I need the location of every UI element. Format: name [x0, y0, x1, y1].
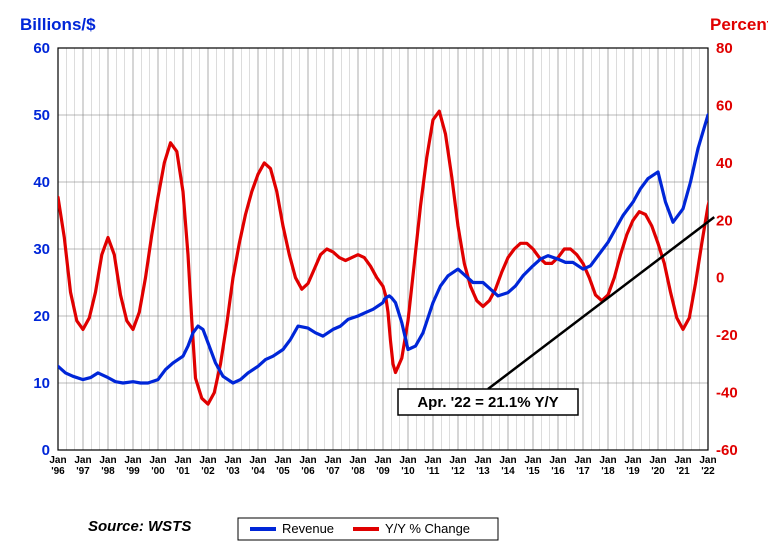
- x-tick-label: Jan'14: [499, 455, 516, 477]
- y-left-tick: 20: [33, 308, 50, 325]
- x-tick-label: Jan'17: [574, 455, 591, 477]
- y-right-tick: 40: [716, 155, 733, 172]
- x-tick-label: Jan'09: [374, 455, 391, 477]
- x-tick-label: Jan'20: [649, 455, 666, 477]
- y-left-tick: 50: [33, 107, 50, 124]
- x-tick-label: Jan'18: [599, 455, 616, 477]
- x-tick-label: Jan'96: [49, 455, 66, 477]
- x-tick-label: Jan'98: [99, 455, 116, 477]
- right-axis-title: Percent: [710, 15, 768, 34]
- legend-label: Revenue: [282, 521, 334, 536]
- legend-label: Y/Y % Change: [385, 521, 470, 536]
- x-tick-label: Jan'19: [624, 455, 641, 477]
- chart-container: { "chart": { "type": "dual-axis-line", "…: [0, 0, 768, 549]
- y-right-tick: 0: [716, 270, 724, 287]
- x-tick-label: Jan'01: [174, 455, 191, 477]
- x-tick-label: Jan'10: [399, 455, 416, 477]
- x-tick-label: Jan'13: [474, 455, 491, 477]
- y-right-tick: 80: [716, 40, 733, 57]
- x-tick-label: Jan'21: [674, 455, 691, 477]
- y-right-tick: 60: [716, 97, 733, 114]
- chart-svg: Billions/$ Percent Jan'96 Jan'97 Jan'98 Jan'9…: [0, 0, 768, 549]
- y-left-tick: 30: [33, 241, 50, 258]
- y-right-tick: 20: [716, 212, 733, 229]
- left-axis-title: Billions/$: [20, 15, 96, 34]
- x-tick-label: Jan'08: [349, 455, 366, 477]
- x-tick-label: Jan'12: [449, 455, 466, 477]
- x-tick-label: Jan'06: [299, 455, 316, 477]
- y-left-tick: 60: [33, 40, 50, 57]
- x-tick-label: Jan'16: [549, 455, 566, 477]
- x-tick-label: Jan'11: [424, 455, 441, 477]
- x-tick-label: Jan'22: [699, 455, 716, 477]
- x-tick-label: Jan'97: [74, 455, 91, 477]
- y-left-tick: 0: [42, 442, 50, 459]
- y-left-tick: 10: [33, 375, 50, 392]
- x-tick-label: Jan'04: [249, 455, 266, 477]
- x-tick-label: Jan'99: [124, 455, 141, 477]
- y-right-tick: -60: [716, 442, 738, 459]
- y-right-tick: -20: [716, 327, 738, 344]
- x-tick-label: Jan'03: [224, 455, 241, 477]
- source-text: Source: WSTS: [88, 518, 191, 535]
- y-right-tick: -40: [716, 385, 738, 402]
- x-tick-label: Jan'05: [274, 455, 291, 477]
- x-tick-label: Jan'00: [149, 455, 166, 477]
- x-tick-label: Jan'07: [324, 455, 341, 477]
- x-tick-label: Jan'02: [199, 455, 216, 477]
- callout-text: Apr. '22 = 21.1% Y/Y: [417, 394, 558, 411]
- y-left-tick: 40: [33, 174, 50, 191]
- x-tick-label: Jan'15: [524, 455, 541, 477]
